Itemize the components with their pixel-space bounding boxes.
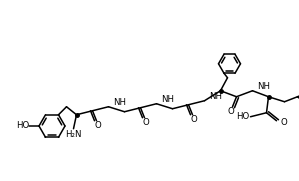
Text: NH: NH <box>161 95 175 104</box>
Text: NH: NH <box>114 98 126 107</box>
Text: O: O <box>142 118 149 127</box>
Text: O: O <box>280 118 287 127</box>
Text: O: O <box>227 107 234 116</box>
Text: O: O <box>190 115 197 124</box>
Text: NH: NH <box>210 92 222 101</box>
Text: H₂N: H₂N <box>65 130 82 139</box>
Text: HO: HO <box>236 112 249 121</box>
Text: NH: NH <box>257 82 271 91</box>
Text: O: O <box>94 121 101 130</box>
Text: HO: HO <box>16 121 30 131</box>
